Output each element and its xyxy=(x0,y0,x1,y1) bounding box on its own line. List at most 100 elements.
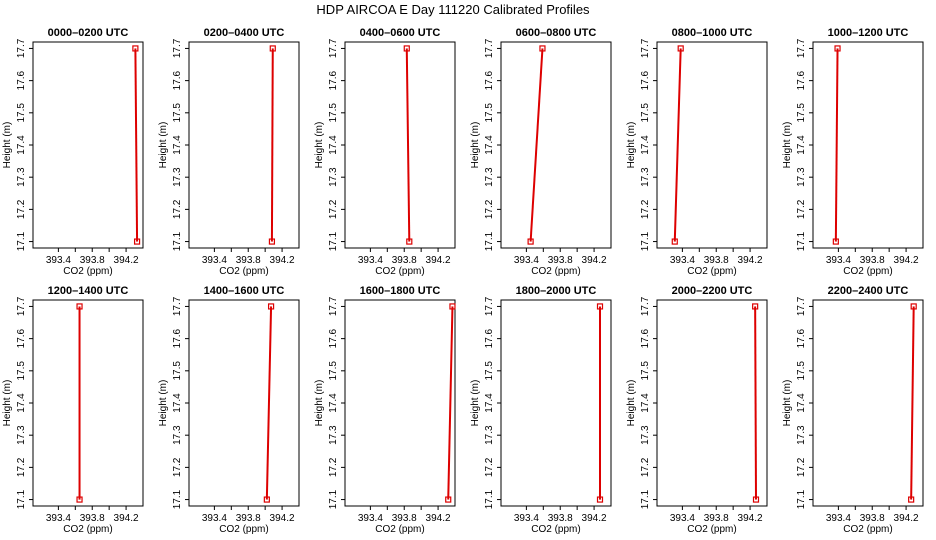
x-tick-label: 393.8 xyxy=(704,255,729,266)
data-point xyxy=(527,238,534,245)
y-tick-label: 17.6 xyxy=(328,70,339,90)
y-tick-label: 17.5 xyxy=(172,361,183,381)
x-tick-label: 393.4 xyxy=(826,255,851,266)
panel-title: 1600–1800 UTC xyxy=(360,285,441,297)
x-tick-label: 394.2 xyxy=(894,255,919,266)
x-tick-label: 393.8 xyxy=(392,255,417,266)
y-axis-label: Height (m) xyxy=(314,122,325,169)
x-tick-label: 394.2 xyxy=(738,513,763,524)
y-axis-label: Height (m) xyxy=(470,380,481,427)
plot-frame xyxy=(32,299,144,507)
plot-frame xyxy=(812,299,924,507)
y-tick-label: 17.3 xyxy=(484,167,495,187)
x-tick-label: 394.2 xyxy=(426,513,451,524)
y-tick-label: 17.1 xyxy=(172,231,183,251)
y-tick-label: 17.1 xyxy=(484,489,495,509)
x-tick-label: 393.8 xyxy=(236,255,261,266)
x-tick-label: 393.8 xyxy=(80,255,105,266)
panel-title: 2000–2200 UTC xyxy=(672,285,753,297)
y-tick-label: 17.2 xyxy=(16,199,27,219)
data-point xyxy=(752,496,760,503)
y-tick-label: 17.5 xyxy=(640,361,651,381)
y-tick-label: 17.1 xyxy=(484,231,495,251)
y-tick-label: 17.3 xyxy=(172,425,183,445)
profile-line xyxy=(673,48,682,242)
x-tick-label: 393.4 xyxy=(202,255,227,266)
y-tick-label: 17.7 xyxy=(328,38,339,58)
y-tick-label: 17.1 xyxy=(328,231,339,251)
y-tick-label: 17.4 xyxy=(796,393,807,413)
y-tick-label: 17.3 xyxy=(640,167,651,187)
x-axis-label: CO2 (ppm) xyxy=(531,524,580,535)
profile-line xyxy=(910,306,915,500)
x-tick-label: 393.4 xyxy=(202,513,227,524)
data-point xyxy=(268,238,276,245)
y-tick-label: 17.2 xyxy=(328,457,339,477)
y-tick-label: 17.5 xyxy=(16,103,27,123)
x-axis-label: CO2 (ppm) xyxy=(63,524,112,535)
y-axis-label: Height (m) xyxy=(2,380,13,427)
profile-line xyxy=(754,306,757,500)
y-tick-label: 17.1 xyxy=(796,231,807,251)
x-axis-label: CO2 (ppm) xyxy=(687,266,736,277)
y-tick-label: 17.1 xyxy=(172,489,183,509)
y-tick-label: 17.4 xyxy=(172,135,183,155)
y-tick-label: 17.5 xyxy=(328,361,339,381)
panel: 1400–1600 UTC 393.4 393.8 394.2 17.1 17.2 17.3… xyxy=(158,285,300,535)
y-tick-label: 17.5 xyxy=(640,103,651,123)
plot-frame xyxy=(812,41,924,249)
y-tick-label: 17.7 xyxy=(484,38,495,58)
x-tick-label: 393.4 xyxy=(46,513,71,524)
y-axis-label: Height (m) xyxy=(2,122,13,169)
panel: 2200–2400 UTC 393.4 393.8 394.2 17.1 17.2 17.3… xyxy=(782,285,924,535)
panel: 1800–2000 UTC 393.4 393.8 394.2 17.1 17.2 17.3… xyxy=(470,285,612,535)
x-tick-label: 393.4 xyxy=(514,513,539,524)
y-tick-label: 17.5 xyxy=(796,103,807,123)
data-point xyxy=(269,45,276,52)
x-tick-label: 394.2 xyxy=(114,513,139,524)
y-tick-label: 17.2 xyxy=(172,199,183,219)
data-point xyxy=(133,238,141,245)
x-tick-label: 393.4 xyxy=(46,255,71,266)
x-tick-label: 393.4 xyxy=(826,513,851,524)
x-tick-label: 393.8 xyxy=(704,513,729,524)
panel: 0200–0400 UTC 393.4 393.8 394.2 17.1 17.2 17.3… xyxy=(158,27,300,277)
plot-frame xyxy=(656,41,768,249)
data-point xyxy=(832,238,839,245)
y-tick-label: 17.7 xyxy=(172,38,183,58)
plot-frame xyxy=(656,299,768,507)
y-tick-label: 17.4 xyxy=(16,135,27,155)
data-point xyxy=(76,303,83,310)
panel: 1600–1800 UTC 393.4 393.8 394.2 17.1 17.2 17.3… xyxy=(314,285,456,535)
y-tick-label: 17.6 xyxy=(640,328,651,348)
y-tick-label: 17.7 xyxy=(328,296,339,316)
y-tick-label: 17.6 xyxy=(16,70,27,90)
x-tick-label: 394.2 xyxy=(582,255,607,266)
data-point xyxy=(910,303,917,310)
panel-title: 0600–0800 UTC xyxy=(516,27,597,39)
panel: 2000–2200 UTC 393.4 393.8 394.2 17.1 17.2 17.3… xyxy=(626,285,768,535)
y-tick-label: 17.7 xyxy=(16,38,27,58)
y-tick-label: 17.3 xyxy=(16,167,27,187)
panel-title: 1400–1600 UTC xyxy=(204,285,285,297)
y-tick-label: 17.3 xyxy=(172,167,183,187)
y-tick-label: 17.2 xyxy=(16,457,27,477)
panels-group: 0000–0200 UTC 393.4 393.8 394.2 17.1 17.2 17.3… xyxy=(2,27,924,535)
y-tick-label: 17.7 xyxy=(484,296,495,316)
x-tick-label: 393.8 xyxy=(80,513,105,524)
y-tick-label: 17.2 xyxy=(484,457,495,477)
panel: 0400–0600 UTC 393.4 393.8 394.2 17.1 17.2 17.3… xyxy=(314,27,456,277)
y-tick-label: 17.1 xyxy=(16,489,27,509)
y-tick-label: 17.6 xyxy=(172,70,183,90)
y-axis-label: Height (m) xyxy=(470,122,481,169)
y-tick-label: 17.5 xyxy=(484,361,495,381)
x-tick-label: 393.8 xyxy=(548,513,573,524)
data-point xyxy=(263,496,270,503)
y-axis-label: Height (m) xyxy=(626,380,637,427)
y-tick-label: 17.5 xyxy=(172,103,183,123)
y-tick-label: 17.6 xyxy=(172,328,183,348)
x-tick-label: 393.8 xyxy=(860,255,885,266)
plot-frame xyxy=(344,41,456,249)
data-point xyxy=(406,238,413,245)
